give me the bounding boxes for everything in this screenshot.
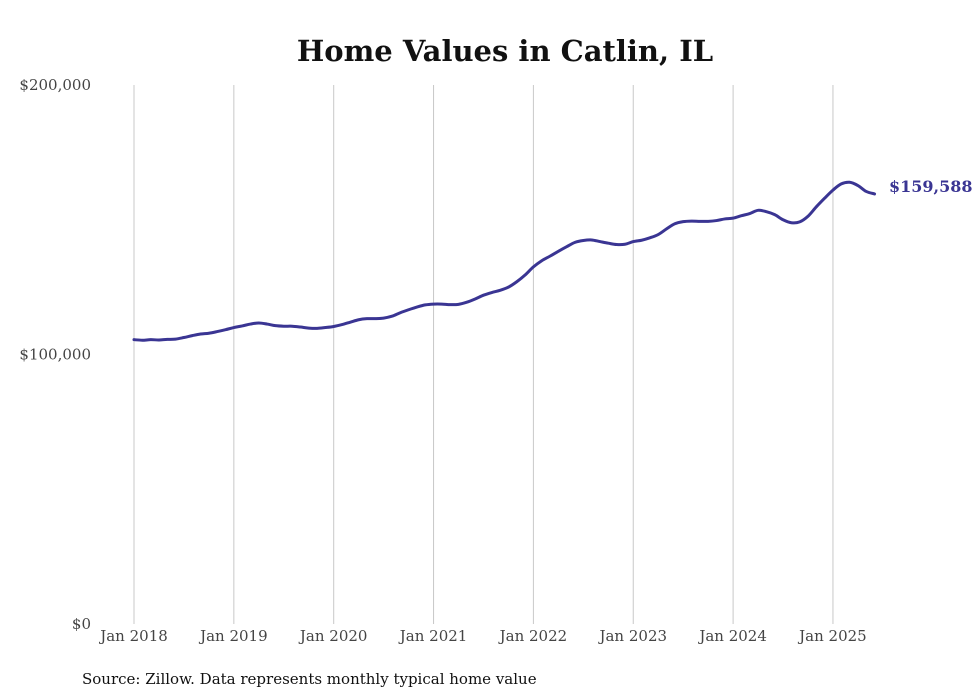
x-tick-label: Jan 2025: [797, 627, 867, 645]
chart-title: Home Values in Catlin, IL: [297, 34, 713, 68]
y-axis-ticks: $0 $100,000 $200,000: [19, 76, 91, 633]
x-tick-label: Jan 2020: [298, 627, 368, 645]
y-tick-label: $200,000: [19, 76, 91, 94]
x-tick-label: Jan 2021: [398, 627, 468, 645]
x-tick-label: Jan 2019: [198, 627, 268, 645]
x-tick-label: Jan 2018: [98, 627, 168, 645]
x-tick-label: Jan 2024: [697, 627, 767, 645]
y-tick-label: $100,000: [19, 346, 91, 364]
end-value-label: $159,588: [889, 177, 973, 196]
series-layer: [132, 180, 877, 342]
x-axis-ticks: Jan 2018 Jan 2019 Jan 2020 Jan 2021 Jan 2022…: [98, 627, 867, 645]
y-tick-label: $0: [72, 615, 91, 633]
x-tick-label: Jan 2023: [597, 627, 667, 645]
x-tick-label: Jan 2022: [498, 627, 568, 645]
source-note: Source: Zillow. Data represents monthly …: [82, 670, 537, 688]
gridlines: [133, 85, 834, 624]
home-value-line: [132, 180, 877, 342]
